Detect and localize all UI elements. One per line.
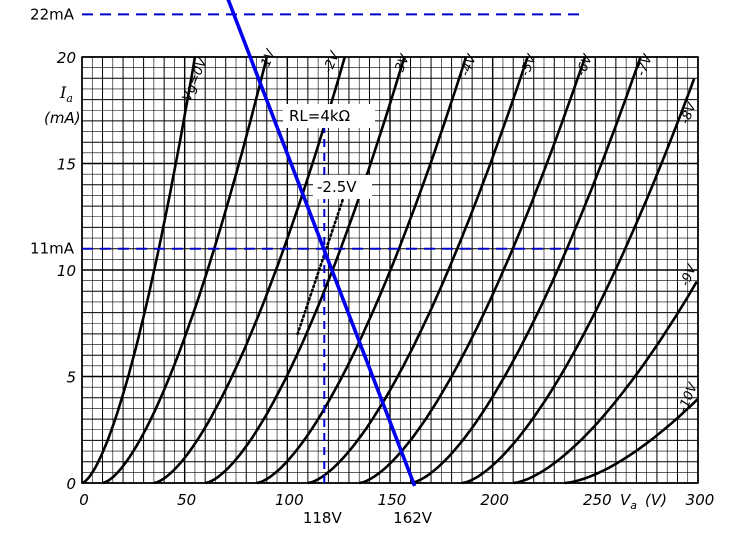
load-line-group: [226, 0, 417, 487]
curve-label: -5V: [518, 52, 541, 79]
y-tick-label: 5: [66, 369, 76, 387]
curve-3v: [204, 56, 406, 485]
curve-9v: [513, 280, 698, 485]
interpolated-curve-2-5v: [296, 198, 345, 336]
y-tick-label: 0: [66, 475, 76, 493]
curve-4v: [256, 56, 468, 485]
x-tick-label: 150: [378, 491, 407, 509]
grid: [81, 56, 699, 484]
curve-label: -6V: [574, 52, 597, 79]
y-tick-label: 20: [57, 49, 76, 67]
load-line-label: RL=4kΩ: [289, 107, 350, 125]
x-tick-label: 100: [275, 491, 304, 509]
interpolated-curve-label-box: [313, 175, 372, 199]
curve-8v: [461, 78, 696, 485]
x-tick-label: 50: [177, 491, 196, 509]
curve-10v: [564, 398, 699, 485]
curve-label: -8V: [678, 100, 701, 127]
curve-5v: [307, 56, 529, 485]
curve-2v: [153, 56, 347, 485]
curve-vg0v: [81, 56, 197, 485]
x-tick-label: 300: [686, 491, 715, 509]
y-axis-unit: (mA): [44, 109, 81, 127]
curve-label: -1V: [257, 47, 280, 74]
x-tick-label: 250: [583, 491, 612, 509]
annotation-label: 162V: [393, 509, 433, 527]
y-tick-label: 10: [57, 262, 76, 280]
x-tick-label: 0: [79, 491, 89, 509]
curve-label: -7V: [634, 52, 657, 79]
y-tick-label: 15: [57, 156, 76, 174]
x-tick-label: 200: [480, 491, 509, 509]
curve-6v: [358, 56, 587, 485]
guide-label: 22mA: [30, 5, 75, 23]
load-line-label-box: [283, 104, 375, 128]
curve-1v: [102, 56, 269, 485]
x-axis-title: Va (V): [620, 491, 667, 512]
curve-label: -4V: [458, 52, 481, 79]
annotation-label: 118V: [303, 509, 343, 527]
load-line: [226, 0, 417, 487]
curve-label: -9V: [678, 262, 701, 289]
interpolated-curve-label: -2.5V: [317, 178, 357, 196]
curve-label: -3V: [391, 52, 414, 79]
curve-7v: [410, 56, 642, 485]
y-axis-title: Ia: [59, 83, 73, 105]
plate-curves: [81, 56, 699, 485]
guide-label: 11mA: [30, 240, 75, 258]
